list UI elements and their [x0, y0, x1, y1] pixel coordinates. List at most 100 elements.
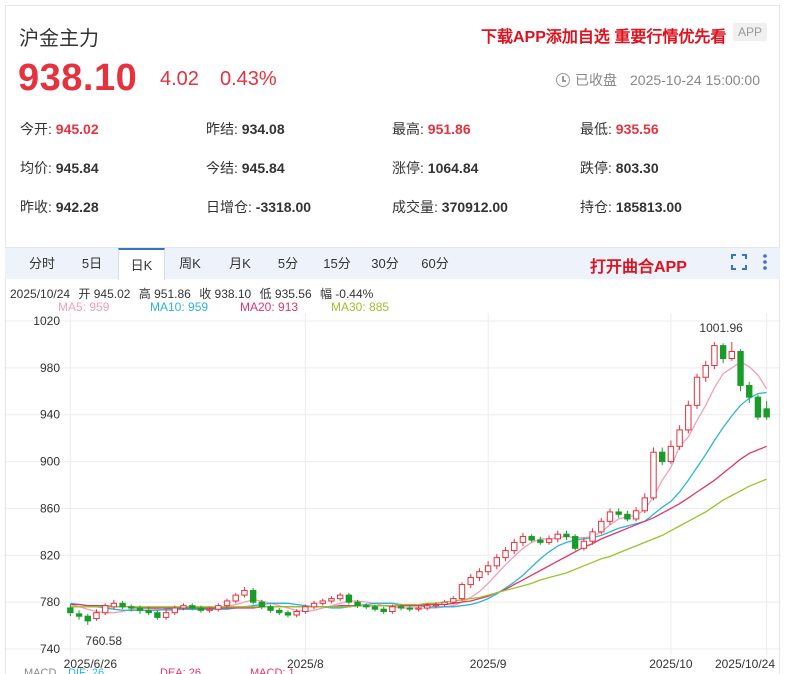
- tab-周K[interactable]: 周K: [179, 256, 201, 271]
- ohlc-high: 高 951.86: [138, 287, 191, 301]
- candle-body: [432, 603, 440, 607]
- candle-body: [685, 404, 692, 431]
- page-title: 沪金主力: [19, 28, 99, 50]
- y-tick-label: 860: [40, 501, 60, 515]
- candle-body: [493, 557, 501, 567]
- stat-value: 945.02: [51, 121, 99, 137]
- x-tick-label: 2025/6/26: [64, 657, 118, 671]
- macd-legend-item: DIF: 26: [68, 667, 105, 674]
- candle-body: [615, 511, 622, 515]
- candle-body: [545, 538, 553, 543]
- candle-body: [67, 607, 74, 614]
- candle-body: [154, 612, 161, 618]
- y-tick-label: 1020: [33, 314, 60, 328]
- stat-label: 昨结:: [206, 121, 238, 137]
- candle-body: [441, 601, 448, 605]
- fullscreen-icon[interactable]: [731, 254, 747, 270]
- candle-body: [371, 606, 379, 610]
- candle-body: [345, 594, 353, 603]
- candle-body: [180, 605, 187, 609]
- stat-label: 今结:: [206, 160, 238, 176]
- market-status: 已收盘 2025-10-24 15:00:00: [556, 70, 760, 90]
- tab-分时[interactable]: 分时: [28, 256, 55, 271]
- candle-body: [624, 513, 631, 520]
- stat-item: 昨结: 934.08: [206, 119, 285, 139]
- candle-body: [563, 533, 570, 538]
- tab-5日[interactable]: 5日: [81, 256, 103, 271]
- y-tick-label: 980: [40, 361, 60, 375]
- candle-body: [476, 571, 483, 579]
- candle-body: [171, 607, 178, 614]
- candle-body: [702, 365, 709, 378]
- candle-body: [336, 594, 344, 600]
- ma-line-ma5: [70, 361, 768, 614]
- tab-60分[interactable]: 60分: [421, 256, 449, 271]
- ma-legend-item: MA10: 959: [150, 300, 209, 314]
- stat-item: 今开: 945.02: [20, 119, 99, 139]
- stat-item: 日增仓: -3318.00: [206, 197, 311, 217]
- stat-label: 今开:: [20, 121, 52, 137]
- x-tick-label: 2025/10/24: [715, 657, 775, 671]
- candle-body: [484, 565, 492, 573]
- stat-item: 成交量: 370912.00: [392, 197, 508, 217]
- y-tick-label: 740: [40, 642, 60, 656]
- candle-body: [519, 536, 527, 543]
- download-app-promo[interactable]: 下载APP添加自选 重要行情优先看: [481, 29, 727, 46]
- tab-日K[interactable]: 日K: [118, 248, 165, 280]
- app-tag[interactable]: APP: [733, 23, 767, 41]
- candle-body: [249, 589, 257, 603]
- stat-value: 945.84: [51, 160, 99, 176]
- candle-body: [267, 606, 274, 611]
- candle-body: [746, 384, 753, 398]
- tab-月K[interactable]: 月K: [229, 256, 251, 271]
- stat-item: 跌停: 803.30: [580, 158, 659, 178]
- candle-body: [284, 612, 292, 616]
- stat-item: 涨停: 1064.84: [392, 158, 478, 178]
- candle-body: [241, 589, 248, 596]
- stat-value: 935.56: [611, 121, 659, 137]
- stat-value: 942.28: [51, 199, 99, 215]
- stat-value: 1064.84: [423, 160, 479, 176]
- candle-body: [580, 540, 588, 549]
- candle-body: [450, 598, 457, 603]
- stat-value: 185813.00: [611, 199, 682, 215]
- price-change: 4.02: [160, 68, 199, 90]
- candle-body: [659, 451, 666, 463]
- stat-label: 昨收:: [20, 199, 52, 215]
- stat-label: 涨停:: [392, 160, 424, 176]
- candle-body: [598, 520, 605, 533]
- stat-value: 803.30: [611, 160, 659, 176]
- candle-body: [693, 376, 701, 406]
- tab-15分[interactable]: 15分: [323, 256, 351, 271]
- ma-legend-item: MA5: 959: [58, 300, 110, 314]
- candle-body: [676, 429, 683, 447]
- candle-body: [502, 550, 509, 559]
- price-change-pct: 0.43%: [220, 68, 277, 90]
- candle-body: [511, 541, 518, 552]
- stat-label: 成交量:: [392, 199, 438, 215]
- candle-body: [354, 601, 361, 607]
- macd-legend-item: DEA: 26: [160, 667, 201, 674]
- last-price: 938.10: [18, 57, 138, 99]
- candle-body: [719, 345, 727, 359]
- candle-body: [711, 345, 718, 367]
- candle-body: [310, 602, 318, 608]
- stat-value: 370912.00: [437, 199, 508, 215]
- ma-line-ma20: [70, 445, 767, 609]
- stat-label: 最高:: [392, 121, 424, 137]
- more-options-icon[interactable]: [760, 253, 770, 271]
- candle-body: [276, 609, 283, 614]
- stat-label: 最低:: [580, 121, 612, 137]
- candle-body: [763, 408, 770, 418]
- candle-body: [232, 594, 239, 602]
- stat-value: 951.86: [423, 121, 471, 137]
- tab-30分[interactable]: 30分: [371, 256, 399, 271]
- price-annotation: 760.58: [85, 634, 122, 648]
- open-app-link[interactable]: 打开曲合APP: [590, 259, 687, 276]
- stat-label: 日增仓:: [206, 199, 252, 215]
- candle-body: [397, 606, 405, 609]
- stat-label: 均价:: [20, 160, 52, 176]
- tab-5分[interactable]: 5分: [277, 256, 299, 271]
- candle-body: [258, 601, 266, 608]
